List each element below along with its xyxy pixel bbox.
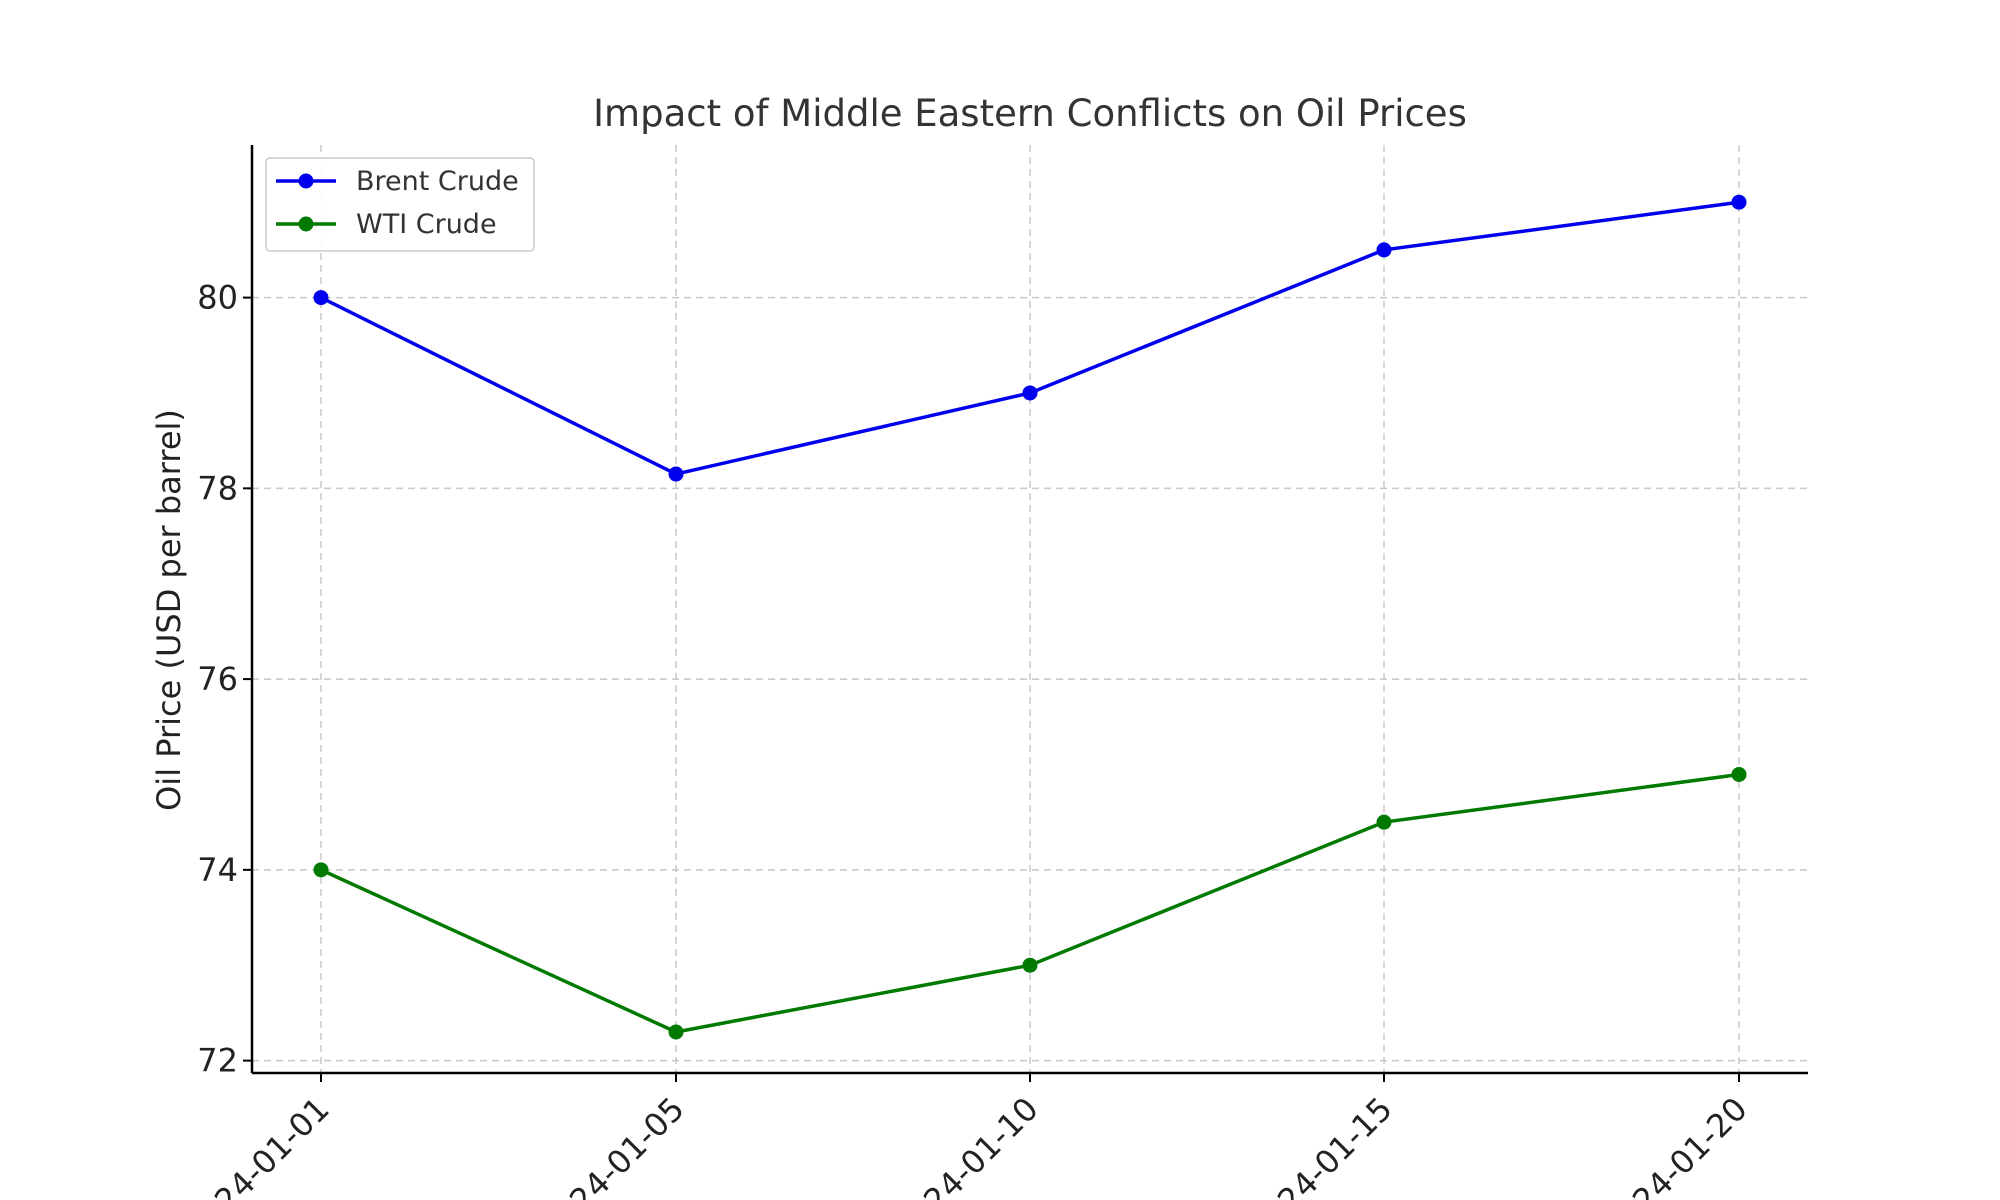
legend-label: WTI Crude [356, 209, 497, 240]
x-tick-label: 2024-01-20 [1596, 1090, 1754, 1200]
y-tick-label: 76 [197, 660, 238, 698]
x-tick-label: 2024-01-01 [178, 1090, 336, 1200]
axes [250, 145, 1808, 1075]
data-point [1731, 194, 1747, 210]
y-tick-label: 72 [197, 1042, 238, 1080]
x-tick-label: 2024-01-05 [533, 1090, 691, 1200]
data-point [1731, 766, 1747, 782]
y-axis-label: Oil Price (USD per barrel) [150, 409, 188, 811]
data-point [1022, 957, 1038, 973]
legend-marker [298, 216, 314, 232]
data-point [313, 862, 329, 878]
grid [252, 145, 1808, 1073]
x-tick-label: 2024-01-15 [1241, 1090, 1399, 1200]
x-tick-label: 2024-01-10 [887, 1090, 1045, 1200]
y-tick-label: 78 [197, 469, 238, 507]
chart-title: Impact of Middle Eastern Conflicts on Oi… [593, 92, 1467, 135]
series [313, 194, 1747, 1040]
data-point [1376, 814, 1392, 830]
data-point [668, 1024, 684, 1040]
y-tick-label: 74 [197, 851, 238, 889]
y-tick-label: 80 [197, 279, 238, 317]
legend-marker [298, 173, 314, 189]
legend: Brent Crude WTI Crude [265, 157, 535, 252]
data-point [668, 466, 684, 482]
data-point [313, 290, 329, 306]
ticks: 72 74 76 78 80 2024-01-01 2024-01-05 2024-01-10… [178, 279, 1754, 1200]
data-point [1376, 242, 1392, 258]
data-point [1022, 385, 1038, 401]
legend-label: Brent Crude [356, 166, 519, 197]
